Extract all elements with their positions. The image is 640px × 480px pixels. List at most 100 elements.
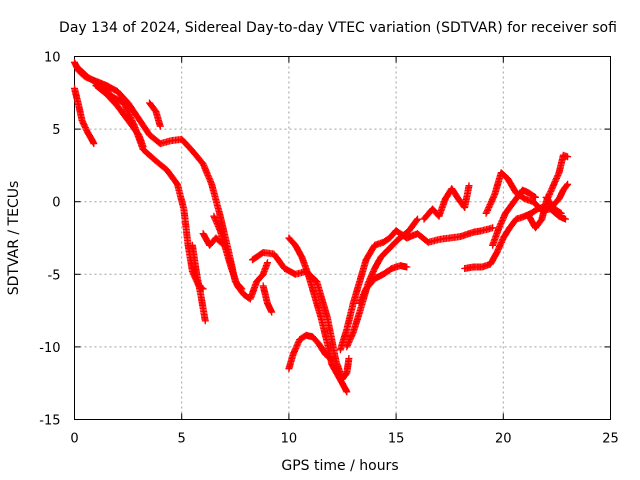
data-point: [294, 273, 297, 276]
data-point: [251, 258, 254, 261]
series-track-20: [489, 186, 539, 249]
data-point: [127, 119, 129, 122]
data-point: [223, 244, 226, 247]
data-point: [262, 285, 264, 287]
data-point: [187, 244, 189, 247]
data-point: [123, 102, 125, 104]
data-point: [315, 280, 318, 283]
data-point: [551, 205, 554, 207]
data-point: [195, 273, 198, 276]
data-point: [388, 237, 391, 239]
chart-title: Day 134 of 2024, Sidereal Day-to-day VTE…: [59, 20, 617, 36]
data-point: [472, 231, 475, 233]
data-point: [219, 229, 222, 232]
data-point: [335, 360, 337, 363]
data-point: [562, 189, 565, 191]
data-point: [504, 212, 507, 215]
data-point: [451, 187, 453, 190]
series-track-1: [71, 58, 246, 293]
series-track-16: [392, 224, 497, 246]
data-point: [502, 237, 505, 239]
data-point: [558, 215, 560, 218]
data-point: [311, 335, 314, 338]
data-point: [382, 241, 385, 244]
data-point: [532, 200, 535, 203]
x-tick-label: 20: [495, 432, 512, 447]
data-point: [148, 134, 151, 136]
series-track-3: [71, 84, 98, 148]
data-point: [292, 353, 294, 355]
data-point: [142, 145, 144, 148]
data-point: [90, 138, 93, 141]
data-point: [73, 61, 76, 64]
data-point: [406, 237, 408, 239]
series-track-12: [285, 331, 336, 373]
plot-frame: [74, 56, 611, 420]
data-point: [481, 229, 483, 232]
y-tick-labels: -15 -10 -5 0 5 10: [39, 51, 60, 429]
data-point: [148, 102, 151, 104]
data-point: [551, 186, 554, 188]
data-point: [95, 84, 97, 87]
x-tick-label: 25: [602, 432, 619, 447]
data-point: [459, 235, 462, 238]
data-point: [463, 206, 466, 209]
data-point: [243, 293, 245, 296]
data-point: [558, 197, 560, 200]
series-track-5: [146, 99, 164, 130]
data-point: [86, 76, 89, 78]
data-point: [138, 118, 140, 120]
data-point: [337, 375, 340, 377]
data-point: [564, 218, 567, 220]
marker-path: [73, 63, 207, 293]
data-point: [86, 131, 89, 133]
data-point: [318, 343, 320, 345]
data-point: [273, 253, 275, 255]
data-point: [208, 244, 211, 247]
data-point: [408, 229, 410, 232]
data-point: [298, 338, 301, 341]
series-track-15: [356, 262, 411, 307]
marker-path: [188, 241, 209, 325]
data-point: [320, 317, 322, 319]
data-point: [116, 105, 119, 107]
series-track-19: [482, 169, 569, 223]
marker-path: [146, 99, 164, 130]
data-point: [388, 247, 391, 249]
data-point: [498, 227, 500, 229]
data-point: [345, 346, 348, 348]
x-axis-label: GPS time / hours: [281, 458, 398, 474]
data-point: [530, 212, 532, 215]
y-tick-label: 5: [52, 123, 60, 138]
data-point: [399, 264, 402, 267]
data-point: [382, 273, 385, 276]
y-axis-label: SDTVAR / TECUs: [6, 181, 22, 296]
data-point: [472, 266, 475, 268]
data-point: [345, 391, 348, 393]
data-point: [81, 119, 83, 122]
data-point: [506, 177, 509, 180]
data-point: [534, 227, 537, 229]
data-point: [191, 150, 194, 152]
data-point: [75, 65, 78, 68]
data-point: [448, 237, 451, 239]
x-tick-labels: 0 5 10 15 20 25: [70, 432, 618, 447]
data-point: [283, 267, 286, 270]
series-track-13: [336, 227, 400, 354]
data-point: [127, 102, 129, 104]
data-point: [549, 208, 552, 210]
data-point: [427, 241, 430, 244]
data-point: [345, 328, 348, 331]
data-point: [352, 302, 355, 305]
data-point: [77, 105, 80, 107]
data-point: [266, 261, 269, 264]
data-point: [230, 266, 232, 268]
data-point: [397, 238, 400, 241]
data-point: [159, 142, 162, 145]
data-point: [294, 244, 297, 247]
data-point: [176, 183, 179, 186]
data-point: [566, 183, 569, 186]
data-point: [313, 295, 316, 297]
data-point: [489, 263, 492, 265]
data-point: [468, 184, 470, 187]
